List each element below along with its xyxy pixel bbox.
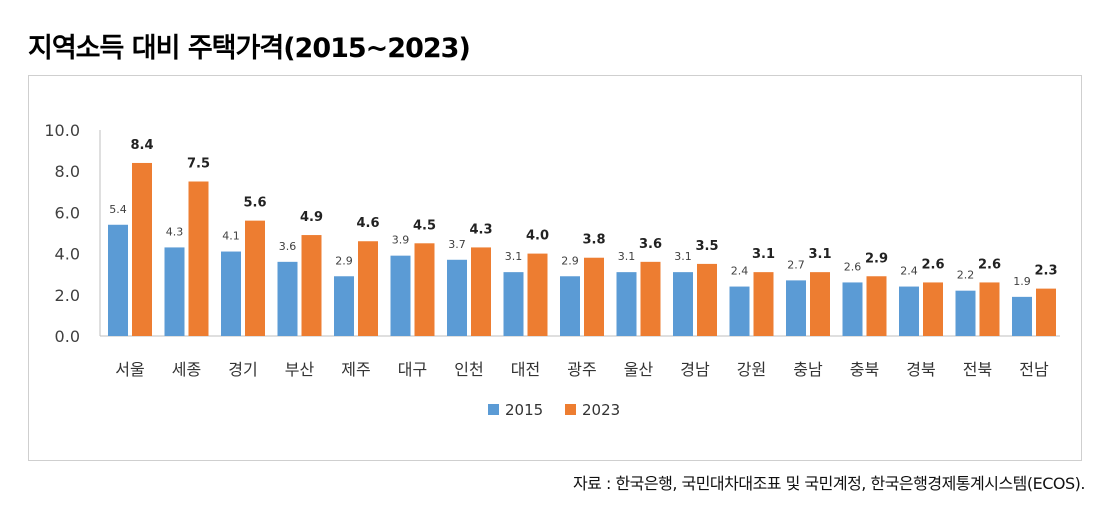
y-tick-label: 0.0 [55,327,80,346]
bar-2023 [527,253,548,336]
bar-2015 [786,280,806,336]
bar-2023 [923,282,943,336]
data-label-2015: 3.1 [674,250,692,263]
data-label-2023: 2.6 [978,257,1001,272]
bar-2015 [955,290,976,336]
bar-2015 [673,272,693,336]
data-label-2015: 4.3 [166,225,184,238]
bar-2015 [277,261,298,336]
x-tick-label: 인천 [454,360,483,379]
data-label-2023: 2.9 [865,251,888,266]
x-tick-label: 서울 [115,360,144,379]
bar-2023 [471,247,491,336]
data-label-2015: 2.9 [561,254,579,267]
legend-swatch-2015 [488,404,499,415]
bar-2023 [132,162,152,336]
data-label-2015: 3.1 [618,250,636,263]
data-label-2023: 3.1 [752,247,775,262]
bar-2023 [810,272,830,336]
data-label-2023: 3.5 [695,239,718,254]
bar-2015 [164,247,185,336]
data-label-2023: 3.8 [582,233,605,248]
y-tick-label: 10.0 [44,121,80,140]
bar-2023 [866,276,887,336]
bar-2015 [108,224,128,336]
x-tick-label: 전북 [963,360,992,379]
y-tick-label: 2.0 [55,286,80,305]
data-label-2023: 2.6 [921,257,944,272]
data-label-2015: 3.7 [448,238,466,251]
bar-2023 [979,282,1000,336]
y-tick-label: 8.0 [55,162,80,181]
x-tick-label: 울산 [624,360,654,379]
bar-2015 [503,272,524,336]
x-tick-label: 강원 [737,360,766,379]
x-tick-label: 경기 [228,360,257,379]
x-tick-label: 충남 [793,360,823,379]
data-label-2015: 2.4 [900,265,918,278]
data-label-2015: 4.1 [222,230,240,243]
data-label-2023: 4.5 [413,218,436,233]
bar-2023 [188,181,209,336]
bar-2015 [560,276,580,336]
bar-2023 [414,243,435,336]
bar-2015 [899,286,919,336]
legend-label-2015: 2015 [505,401,543,419]
x-tick-label: 대전 [511,360,540,379]
bar-2023 [1036,288,1056,336]
bar-2023 [301,235,322,336]
data-label-2023: 7.5 [187,157,210,172]
data-label-2015: 2.6 [844,260,862,273]
y-tick-label: 6.0 [55,203,80,222]
x-tick-label: 광주 [567,360,596,379]
data-label-2023: 4.6 [356,216,379,231]
data-label-2015: 3.1 [505,250,523,263]
source-note: 자료 : 한국은행, 국민대차대조표 및 국민계정, 한국은행경제통계시스템(E… [572,474,1086,493]
x-tick-label: 세종 [172,360,201,379]
data-label-2023: 4.9 [300,210,323,225]
data-label-2015: 5.4 [109,203,127,216]
data-label-2015: 2.9 [335,254,353,267]
bar-2023 [697,263,717,336]
bar-2015 [390,255,411,336]
data-label-2015: 3.9 [392,234,410,247]
data-label-2023: 4.0 [526,229,549,244]
data-label-2023: 4.3 [469,222,492,237]
bar-2023 [640,261,661,336]
bar-2015 [1012,296,1032,336]
x-tick-label: 경북 [906,360,935,379]
x-tick-label: 전남 [1019,360,1049,379]
bar-2015 [334,276,354,336]
data-label-2023: 5.6 [243,196,266,211]
bar-2015 [221,251,241,336]
chart-title: 지역소득 대비 주택가격(2015~2023) [28,33,471,64]
x-tick-label: 제주 [341,360,370,379]
bar-2023 [358,241,378,336]
data-label-2015: 2.2 [957,269,975,282]
data-label-2023: 8.4 [130,138,153,153]
bar-2015 [616,272,637,336]
data-label-2023: 3.1 [808,247,831,262]
x-tick-label: 충북 [850,360,879,379]
bar-2015 [447,259,467,336]
bar-2015 [729,286,750,336]
bar-2023 [584,257,604,336]
data-label-2023: 3.6 [639,237,662,252]
data-label-2015: 2.4 [731,265,749,278]
legend-label-2023: 2023 [582,401,620,419]
data-label-2015: 3.6 [279,240,297,253]
legend-swatch-2023 [565,404,576,415]
bar-2023 [753,272,774,336]
y-tick-label: 4.0 [55,245,80,264]
x-tick-label: 대구 [398,360,427,379]
x-tick-label: 경남 [680,360,710,379]
data-label-2015: 1.9 [1013,275,1031,288]
x-tick-label: 부산 [285,360,315,379]
data-label-2023: 2.3 [1034,264,1057,279]
bar-2023 [245,220,265,336]
data-label-2015: 2.7 [787,258,805,271]
bar-2015 [842,282,863,336]
